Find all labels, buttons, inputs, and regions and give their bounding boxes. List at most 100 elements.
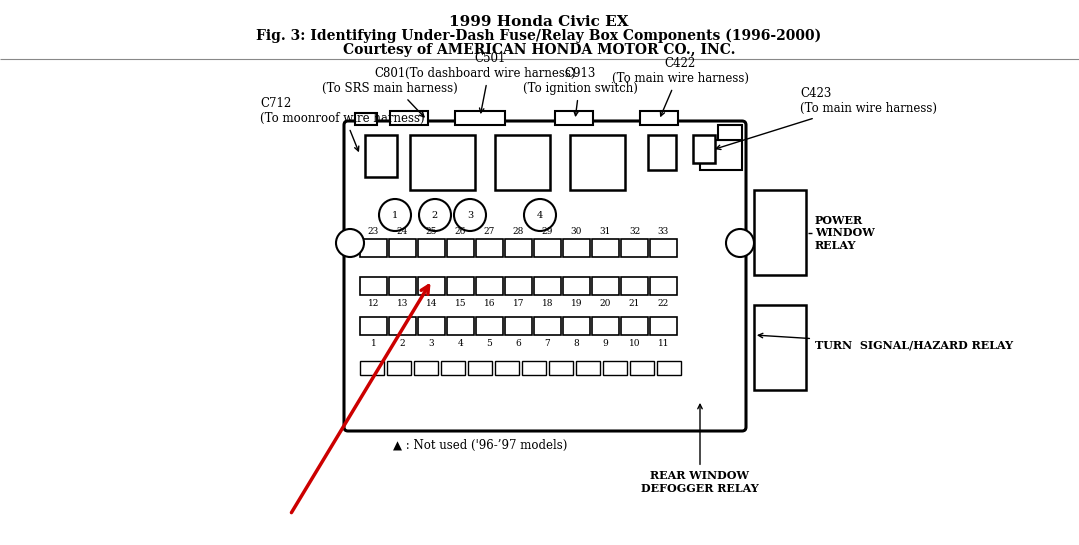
Bar	[360, 239, 387, 257]
Text: Courtesy of AMERICAN HONDA MOTOR CO., INC.: Courtesy of AMERICAN HONDA MOTOR CO., IN…	[343, 43, 735, 57]
Bar	[563, 277, 590, 295]
Bar	[700, 140, 742, 170]
Text: C712
(To moonroof wire harness): C712 (To moonroof wire harness)	[260, 97, 425, 151]
Bar	[441, 361, 465, 375]
Text: 18: 18	[542, 299, 554, 308]
Text: 14: 14	[426, 299, 437, 308]
Bar	[455, 111, 505, 125]
Bar	[592, 239, 619, 257]
Bar	[650, 317, 677, 335]
Bar	[468, 361, 492, 375]
Bar	[360, 277, 387, 295]
Bar	[390, 111, 428, 125]
Bar	[650, 239, 677, 257]
Bar	[387, 361, 411, 375]
Bar	[418, 317, 445, 335]
Bar	[476, 239, 503, 257]
Bar	[563, 317, 590, 335]
Bar	[360, 317, 387, 335]
Text: C422
(To main wire harness): C422 (To main wire harness)	[612, 57, 749, 116]
FancyArrowPatch shape	[291, 286, 428, 513]
Bar	[414, 361, 438, 375]
Bar	[505, 239, 532, 257]
Text: 25: 25	[426, 227, 437, 236]
Text: 4: 4	[457, 339, 463, 348]
Bar	[447, 277, 474, 295]
Bar	[555, 111, 593, 125]
Bar	[630, 361, 654, 375]
Text: 32: 32	[629, 227, 640, 236]
Text: REAR WINDOW
DEFOGGER RELAY: REAR WINDOW DEFOGGER RELAY	[641, 404, 759, 494]
Bar	[622, 317, 648, 335]
Text: 13: 13	[397, 299, 408, 308]
Bar	[495, 135, 550, 190]
Text: 28: 28	[513, 227, 524, 236]
Bar	[355, 113, 377, 125]
Text: 1999 Honda Civic EX: 1999 Honda Civic EX	[449, 15, 629, 29]
Text: 4: 4	[537, 210, 543, 220]
Bar	[410, 135, 475, 190]
Bar	[650, 277, 677, 295]
Text: ▲ : Not used ('96-’97 models): ▲ : Not used ('96-’97 models)	[393, 439, 568, 451]
Text: 5: 5	[487, 339, 492, 348]
Bar	[534, 239, 561, 257]
Bar	[622, 277, 648, 295]
Text: 16: 16	[483, 299, 495, 308]
Text: POWER
WINDOW
RELAY: POWER WINDOW RELAY	[815, 215, 875, 251]
Bar	[476, 277, 503, 295]
Text: 2: 2	[399, 339, 406, 348]
Bar	[360, 361, 384, 375]
Text: C801
(To SRS main harness): C801 (To SRS main harness)	[323, 67, 457, 117]
Text: 9: 9	[603, 339, 609, 348]
Text: 31: 31	[600, 227, 611, 236]
Text: 23: 23	[368, 227, 379, 236]
Bar	[693, 135, 715, 163]
Bar	[365, 135, 397, 177]
Bar	[592, 277, 619, 295]
Text: 6: 6	[516, 339, 521, 348]
Bar	[390, 277, 416, 295]
Bar	[622, 239, 648, 257]
Circle shape	[524, 199, 556, 231]
Text: 3: 3	[428, 339, 435, 348]
Text: TURN  SIGNAL/HAZARD RELAY: TURN SIGNAL/HAZARD RELAY	[759, 334, 1013, 350]
Bar	[754, 190, 806, 275]
Text: 26: 26	[455, 227, 466, 236]
Text: 3: 3	[467, 210, 473, 220]
Text: 20: 20	[600, 299, 611, 308]
Text: C501
(To dashboard wire harness): C501 (To dashboard wire harness)	[405, 52, 575, 113]
Bar	[648, 135, 677, 170]
Bar	[522, 361, 546, 375]
Text: 17: 17	[513, 299, 524, 308]
Bar	[476, 317, 503, 335]
Bar	[495, 361, 519, 375]
Text: 12: 12	[368, 299, 379, 308]
Bar	[570, 135, 625, 190]
Text: 1: 1	[370, 339, 377, 348]
Text: 7: 7	[545, 339, 550, 348]
Circle shape	[419, 199, 451, 231]
Bar	[576, 361, 600, 375]
Text: 8: 8	[574, 339, 579, 348]
Bar	[718, 125, 742, 140]
Bar	[390, 239, 416, 257]
Bar	[592, 317, 619, 335]
Text: 22: 22	[658, 299, 669, 308]
Bar	[505, 277, 532, 295]
Text: 2: 2	[432, 210, 438, 220]
Circle shape	[379, 199, 411, 231]
Text: 1: 1	[392, 210, 398, 220]
Circle shape	[336, 229, 364, 257]
Bar	[534, 277, 561, 295]
Text: 27: 27	[483, 227, 495, 236]
Bar	[447, 317, 474, 335]
Text: C423
(To main wire harness): C423 (To main wire harness)	[716, 87, 937, 149]
Text: Fig. 3: Identifying Under-Dash Fuse/Relay Box Components (1996-2000): Fig. 3: Identifying Under-Dash Fuse/Rela…	[257, 29, 821, 44]
Text: 11: 11	[658, 339, 669, 348]
Bar	[549, 361, 573, 375]
Bar	[640, 111, 678, 125]
Bar	[505, 317, 532, 335]
Circle shape	[726, 229, 754, 257]
Bar	[447, 239, 474, 257]
Text: C913
(To ignition switch): C913 (To ignition switch)	[522, 67, 638, 116]
